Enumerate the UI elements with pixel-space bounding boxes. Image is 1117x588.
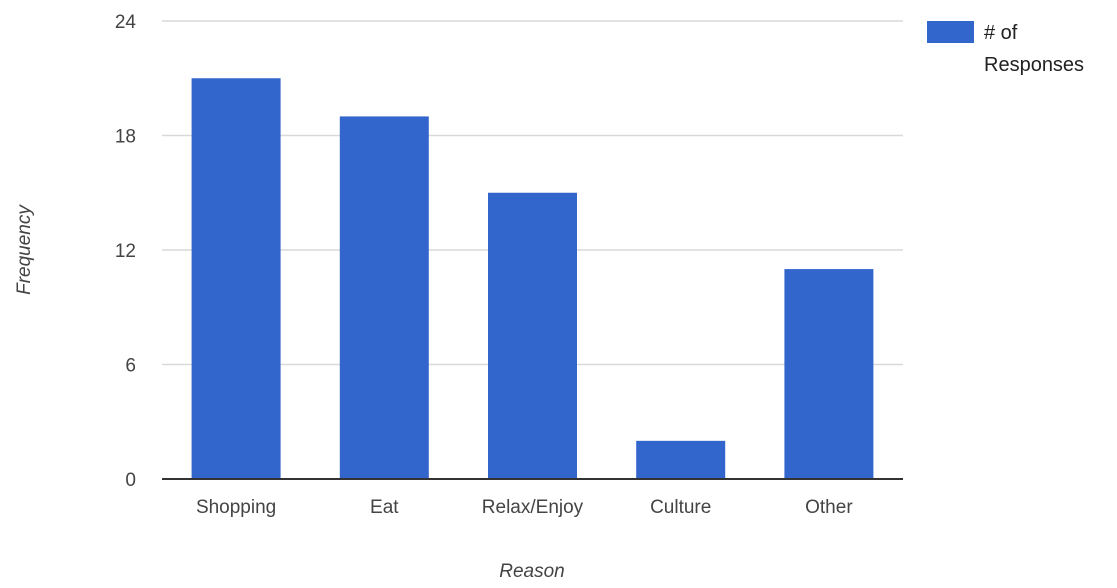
y-tick-labels: 0 6 12 18 24 [115, 12, 137, 491]
x-tick-labels: Shopping Eat Relax/Enjoy Culture Other [196, 497, 853, 518]
legend-label-line-1: # of [984, 22, 1018, 44]
y-axis-title: Frequency [14, 204, 35, 295]
y-tick-label: 12 [115, 241, 136, 262]
x-axis-title: Reason [499, 561, 565, 582]
legend-label: # of Responses [984, 22, 1084, 76]
x-tick-label: Shopping [196, 497, 276, 518]
legend-swatch [927, 21, 974, 43]
x-tick-label: Relax/Enjoy [482, 497, 584, 518]
x-tick-label: Other [805, 497, 853, 518]
bar [339, 116, 429, 480]
legend: # of Responses [927, 21, 1084, 76]
legend-label-line-2: Responses [984, 54, 1084, 76]
y-tick-label: 18 [115, 127, 136, 148]
x-tick-label: Culture [650, 497, 711, 518]
bars [191, 78, 874, 480]
x-tick-label: Eat [370, 497, 399, 518]
y-tick-label: 24 [115, 12, 137, 33]
y-tick-label: 0 [125, 470, 136, 491]
bar [636, 440, 726, 479]
bar [191, 78, 281, 479]
bar [488, 192, 577, 479]
bar [784, 269, 874, 479]
y-tick-label: 6 [125, 356, 136, 377]
